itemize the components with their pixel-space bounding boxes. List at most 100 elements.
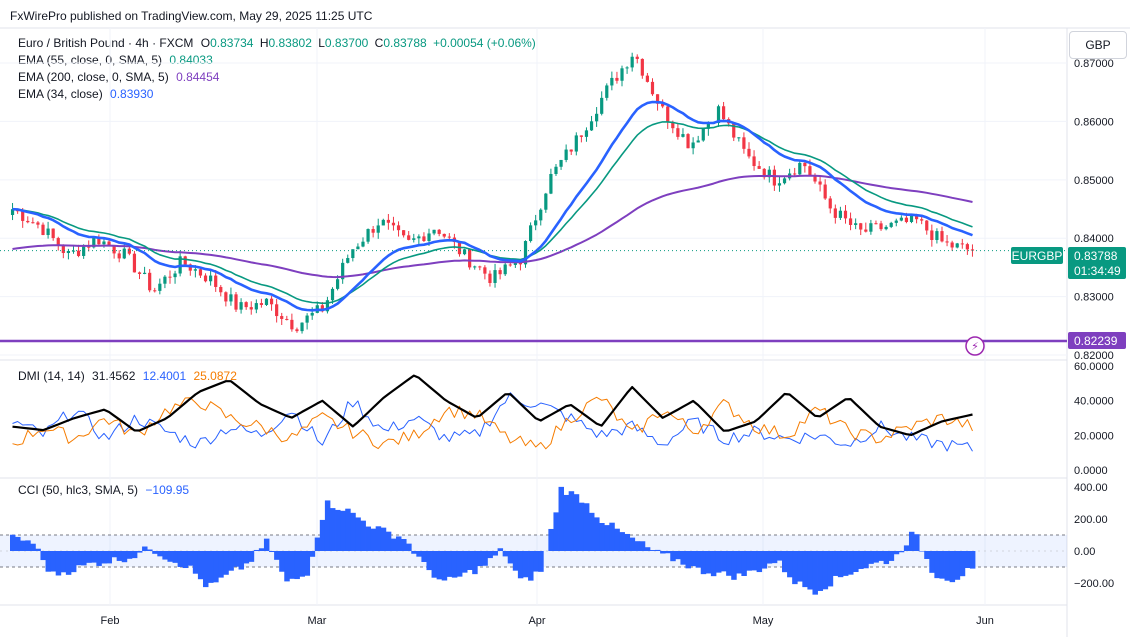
hline-price-badge xyxy=(1068,332,1126,349)
candle-body xyxy=(320,305,324,312)
price-tick-label: 0.86000 xyxy=(1074,116,1114,128)
candle-body xyxy=(564,149,568,160)
cci-bar xyxy=(787,551,793,578)
cci-bar xyxy=(619,532,625,551)
high-value: 0.83802 xyxy=(268,36,312,50)
cci-bar xyxy=(365,526,372,551)
cci-bar xyxy=(279,551,285,572)
last-price-text: 0.83788 xyxy=(1074,249,1118,263)
candle-body xyxy=(920,219,924,221)
cci-bar xyxy=(827,551,834,587)
low-value: 0.83700 xyxy=(324,36,369,50)
candle-body xyxy=(493,270,497,283)
cci-bar xyxy=(797,551,803,582)
candle-body xyxy=(473,266,477,268)
candle-body xyxy=(838,210,843,218)
candle-body xyxy=(290,319,294,330)
low-label: L xyxy=(318,36,325,50)
cci-bar xyxy=(807,551,813,590)
currency-button[interactable]: GBP xyxy=(1069,31,1127,59)
cci-bar xyxy=(929,551,935,573)
candle-body xyxy=(721,106,726,120)
last-price-badge xyxy=(1068,247,1126,279)
candle-body xyxy=(742,137,746,149)
candle-body xyxy=(117,253,121,259)
cci-bar xyxy=(583,503,590,551)
candle-body xyxy=(402,230,406,236)
cci-bar xyxy=(147,549,153,551)
close-label: C xyxy=(374,36,384,50)
candle-body xyxy=(366,229,370,242)
cci-bar xyxy=(187,551,194,566)
candle-body xyxy=(925,220,929,231)
cci-bar xyxy=(370,528,377,551)
candle-body xyxy=(518,262,523,265)
cci-bar xyxy=(939,551,945,579)
cci-bar xyxy=(624,533,631,551)
candle-body xyxy=(483,267,487,274)
candle-body xyxy=(945,241,949,243)
candle-body xyxy=(280,316,284,319)
candle-body xyxy=(468,249,472,268)
candle-body xyxy=(615,77,619,81)
cci-bar xyxy=(309,551,316,557)
cci-bar xyxy=(599,522,605,551)
candle-body xyxy=(569,149,573,152)
candle-body xyxy=(478,266,482,268)
cci-bar xyxy=(675,551,681,560)
candle-body xyxy=(579,135,583,137)
cci-bar xyxy=(401,539,407,551)
open-value: 0.83734 xyxy=(210,36,254,50)
cci-bar xyxy=(705,551,712,574)
candle-body xyxy=(605,85,609,98)
cci-bar xyxy=(289,551,295,579)
candle-body xyxy=(610,77,614,86)
cci-bar xyxy=(472,551,478,575)
cci-bar xyxy=(898,551,905,553)
cci-bar xyxy=(589,512,595,551)
cci-bar xyxy=(756,551,763,573)
cci-bar xyxy=(91,551,97,563)
cci-bar xyxy=(858,551,864,569)
ema34-value: 0.83930 xyxy=(110,87,154,101)
candle-body xyxy=(462,249,467,255)
cci-bar xyxy=(375,526,382,551)
cci-bar xyxy=(776,551,783,561)
dmi-adx-line xyxy=(12,374,973,436)
cci-bar xyxy=(142,546,148,551)
cci-bar xyxy=(878,551,884,561)
candle-body xyxy=(848,218,853,225)
cci-bar xyxy=(660,551,666,554)
cci-bar xyxy=(893,551,900,555)
cci-bar xyxy=(136,551,143,553)
candle-body xyxy=(940,231,944,242)
cci-bar xyxy=(822,551,829,590)
cci-bar xyxy=(218,551,224,578)
candle-body xyxy=(595,113,599,122)
candle-body xyxy=(716,106,721,124)
time-tick-label: Mar xyxy=(308,615,327,627)
candle-body xyxy=(371,229,375,233)
cci-bar xyxy=(802,551,808,588)
cci-bar xyxy=(350,512,356,551)
candle-body xyxy=(229,294,233,302)
candle-body xyxy=(803,162,807,167)
cci-bar xyxy=(467,551,473,570)
cci-bar xyxy=(969,551,976,569)
cci-bar xyxy=(908,531,915,551)
cci-bar xyxy=(914,534,920,551)
cci-bar xyxy=(126,551,133,559)
hline-price-text: 0.82239 xyxy=(1074,334,1118,348)
candle-body xyxy=(909,214,914,223)
cci-bar xyxy=(487,551,493,559)
candle-body xyxy=(854,223,858,225)
cci-bar xyxy=(548,528,554,551)
cci-bar xyxy=(477,551,483,567)
ema34-line xyxy=(12,100,973,312)
cci-bar xyxy=(853,551,859,572)
cci-bar xyxy=(233,551,239,567)
cci-bar xyxy=(81,551,87,566)
candle-body xyxy=(112,245,116,254)
candle-body xyxy=(300,322,304,332)
